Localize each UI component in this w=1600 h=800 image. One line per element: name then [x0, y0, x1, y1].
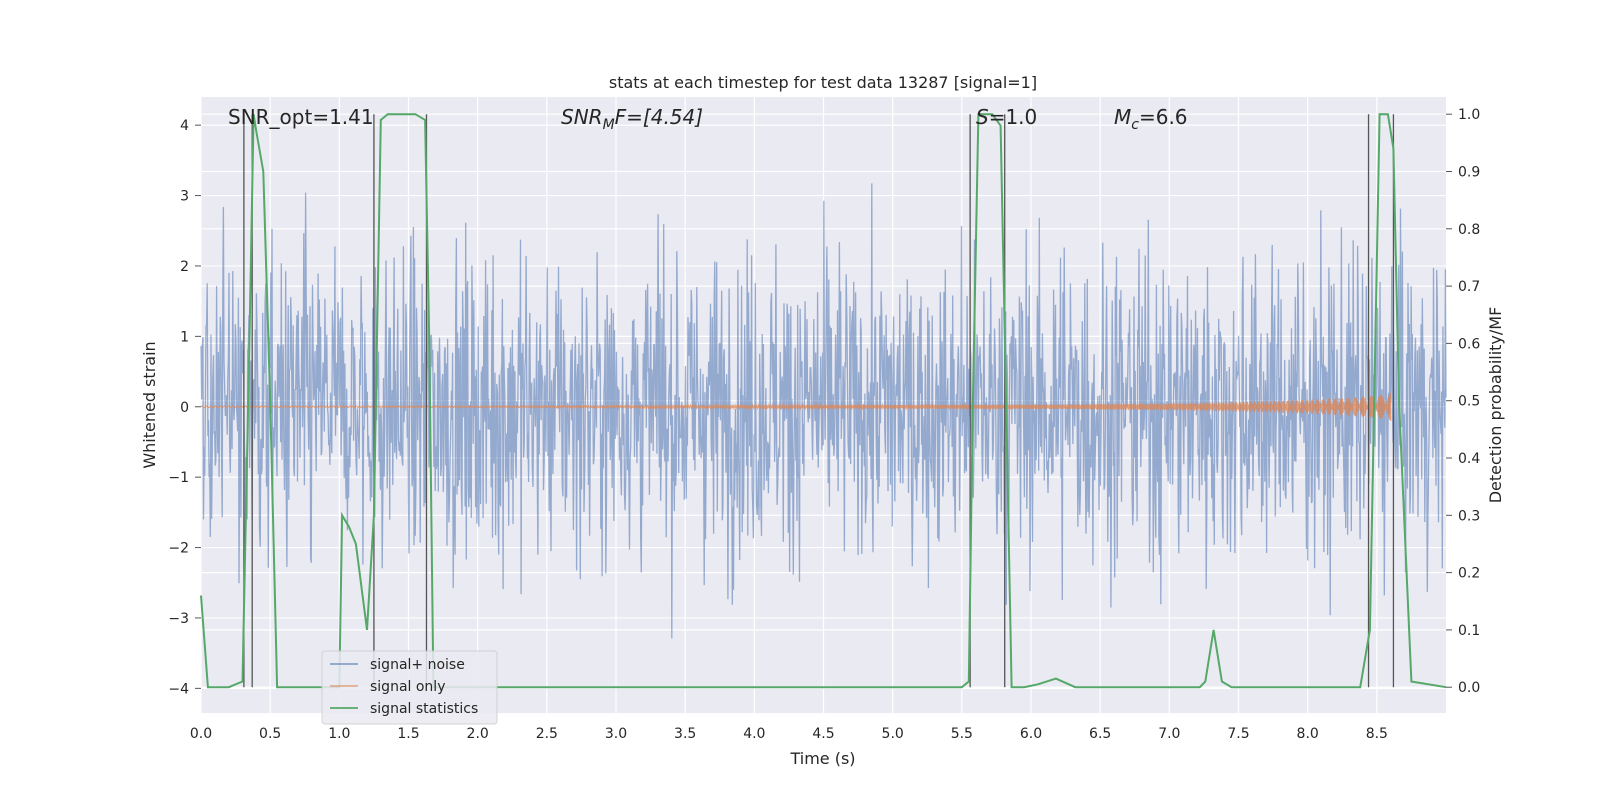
x-tick-label: 1.5 [397, 726, 419, 742]
signal-only-series [200, 393, 1392, 421]
y-right-tick-label: 0.4 [1458, 451, 1480, 467]
x-tick-label: 0.5 [259, 726, 281, 742]
x-tick-label: 4.5 [812, 726, 834, 742]
legend-box [321, 650, 498, 725]
y-right-tick-label: 0.1 [1458, 623, 1480, 639]
signal-statistics-series [200, 113, 1447, 689]
x-axis-label: Time (s) [789, 749, 855, 768]
annotation-mc-value: =6.6 [1139, 105, 1188, 129]
x-tick-label: 2.5 [536, 726, 558, 742]
y-tick-label: 0 [180, 400, 189, 416]
y-tick-label: −2 [168, 541, 189, 557]
annotation-s-symbol: S [976, 105, 989, 129]
y-right-tick-label: 0.7 [1458, 279, 1480, 295]
x-tick-label: 3.5 [674, 726, 696, 742]
y-right-tick-label: 0.8 [1458, 222, 1480, 238]
signal-noise-series [200, 183, 1447, 639]
y-axis-right-ticks: 0.0 0.1 0.2 0.3 0.4 0.5 0.6 0.7 0.8 0.9 1.0 [1446, 107, 1480, 696]
annotation-mc-symbol: M [1114, 105, 1131, 129]
y-axis-label: Whitened strain [140, 341, 159, 468]
x-tick-label: 6.5 [1089, 726, 1111, 742]
signal-only-line [200, 393, 1392, 421]
x-tick-label: 7.0 [1158, 726, 1180, 742]
x-axis-ticks: 0.0 0.5 1.0 1.5 2.0 2.5 3.0 3.5 4.0 4.5 5.0 5.5 6.0 6… [190, 726, 1388, 742]
annotation-mc-subscript: c [1131, 117, 1139, 133]
annotation-snr-mf-subscript: M [603, 117, 615, 133]
y-axis-right-label: Detection probability/MF [1486, 307, 1505, 504]
annotation-snr-mf: SNRMF=[4.54] [561, 105, 703, 133]
signal-statistics-line [200, 113, 1447, 689]
legend: signal+ noise signal only signal statist… [321, 650, 498, 725]
chart-title: stats at each timestep for test data 132… [609, 73, 1037, 92]
y-tick-label: −3 [168, 611, 189, 627]
signal-noise-line [200, 183, 1447, 639]
y-tick-label: −4 [168, 681, 189, 697]
y-tick-label: 4 [180, 118, 189, 134]
x-tick-label: 7.5 [1227, 726, 1249, 742]
annotation-mc: Mc=6.6 [1114, 105, 1188, 133]
annotation-s-value: =1.0 [989, 105, 1038, 129]
annotation-s: S=1.0 [976, 105, 1037, 129]
y-right-tick-label: 0.9 [1458, 164, 1480, 180]
y-right-tick-label: 0.6 [1458, 336, 1480, 352]
legend-label-stats: signal statistics [370, 701, 478, 717]
x-tick-label: 4.0 [743, 726, 765, 742]
annotation-snr-mf-value: F=[4.54] [615, 105, 703, 129]
legend-label-signal: signal only [370, 679, 445, 695]
x-tick-label: 5.5 [951, 726, 973, 742]
x-tick-label: 3.0 [605, 726, 627, 742]
y-right-tick-label: 0.2 [1458, 566, 1480, 582]
x-tick-label: 8.0 [1297, 726, 1319, 742]
y-axis-ticks: −4 −3 −2 −1 0 1 2 3 4 [168, 118, 201, 697]
y-right-tick-label: 0.3 [1458, 508, 1480, 524]
x-tick-label: 2.0 [467, 726, 489, 742]
y-tick-label: 3 [180, 189, 189, 205]
x-tick-label: 1.0 [328, 726, 350, 742]
x-tick-label: 8.5 [1366, 726, 1388, 742]
legend-label-noise: signal+ noise [370, 657, 465, 673]
y-tick-label: 1 [180, 329, 189, 345]
y-tick-label: 2 [180, 259, 189, 275]
y-right-tick-label: 0.5 [1458, 394, 1480, 410]
x-tick-label: 0.0 [190, 726, 212, 742]
x-tick-label: 6.0 [1020, 726, 1042, 742]
annotation-snr-opt: SNR_opt=1.41 [228, 105, 374, 129]
x-tick-label: 5.0 [882, 726, 904, 742]
y-right-tick-label: 0.0 [1458, 680, 1480, 696]
y-tick-label: −1 [168, 470, 189, 486]
annotation-snr-mf-symbol: SNR [561, 105, 603, 129]
y-right-tick-label: 1.0 [1458, 107, 1480, 123]
